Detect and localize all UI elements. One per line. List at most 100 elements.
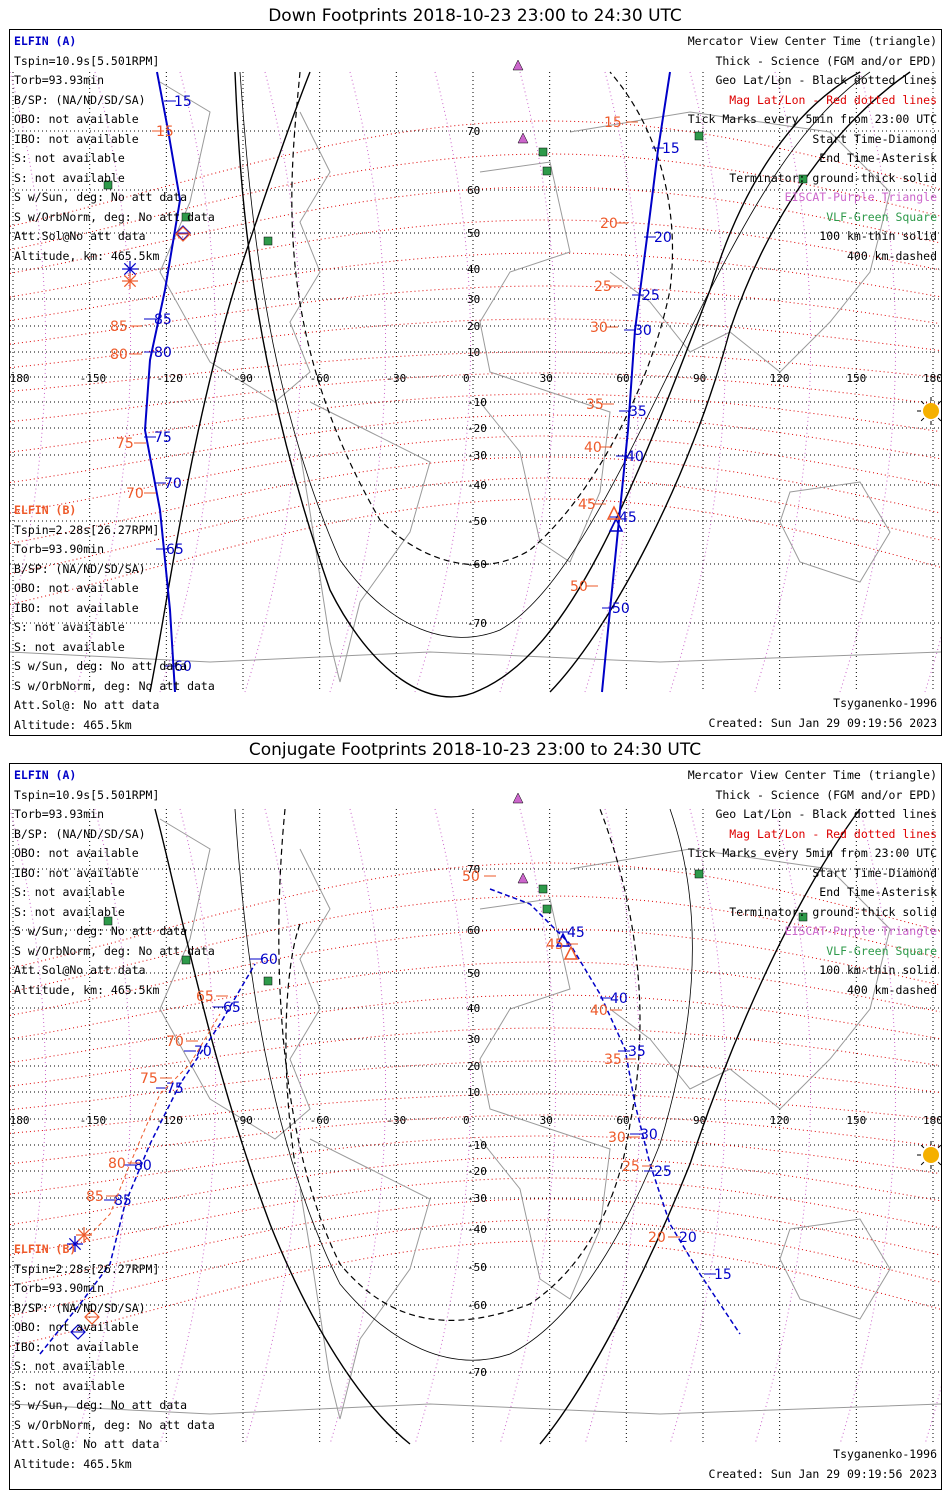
mag-meridian: [754, 71, 812, 693]
elfin-a-title: ELFIN (A): [14, 768, 77, 782]
elfin-b-line: Att.Sol@: No att data: [14, 1437, 160, 1451]
tick-label: 35: [604, 1052, 622, 1068]
elfin-b-line: S: not available: [14, 639, 125, 654]
mag-parallel: [10, 456, 941, 544]
map-legend: Mercator View Center Time (triangle) Thic…: [688, 32, 937, 266]
center-time-triangle: [563, 945, 579, 960]
tick-label: 70: [194, 1044, 212, 1060]
lon-label: 60: [616, 372, 629, 385]
tick-label: 15: [604, 115, 622, 131]
legend-item: EISCAT-Purple Triangle: [784, 924, 937, 938]
eiscat-triangle: [512, 792, 524, 804]
terminator-400km-inner: [285, 923, 301, 1165]
elfin-a-line: OBO: not available: [14, 112, 139, 126]
end-time-asterisk: [123, 262, 137, 276]
tick-label: 25: [654, 1164, 672, 1180]
mag-parallel: [10, 120, 941, 227]
lon-label: 150: [846, 1114, 866, 1127]
elfin-b-line: Att.Sol@: No att data: [14, 698, 160, 712]
elfin-a-line: S: not available: [14, 151, 125, 165]
elfin-b-line: Altitude: 465.5km: [14, 1456, 132, 1471]
elfin-b-line: S: not available: [14, 620, 125, 634]
tick-label: 15: [714, 1267, 732, 1283]
lon-label: -30: [386, 372, 406, 385]
lat-label: 30: [467, 293, 480, 306]
lon-label: 0: [463, 1114, 470, 1127]
mag-meridian: [499, 808, 557, 1445]
tick-label: 50: [570, 579, 588, 595]
elfin-b-line: S: not available: [14, 1359, 125, 1373]
legend-item: Mercator View Center Time (triangle): [687, 768, 937, 782]
tick-label: 15: [174, 94, 192, 110]
legend-item: Tick Marks every 5min from 23:00 UTC: [687, 846, 937, 860]
tick-label: 45: [619, 510, 637, 526]
tick-label: 70: [126, 486, 144, 502]
elfin-a-title: ELFIN (A): [14, 34, 77, 48]
elfin-a-line: Att.Sol@No att data: [14, 229, 146, 243]
sun-icon: [923, 403, 939, 419]
tick-label: 20: [648, 1230, 666, 1246]
mag-meridian: [669, 808, 727, 1445]
mag-meridian: [839, 808, 897, 1445]
legend-item: Terminator: ground-thick solid: [729, 170, 937, 185]
elfin-a-line: OBO: not available: [14, 846, 139, 860]
tick-label: 70: [164, 476, 182, 492]
mag-parallel: [10, 994, 941, 1063]
legend-item: Terminator: ground-thick solid: [729, 904, 937, 919]
legend-item: Thick - Science (FGM and/or EPD): [715, 53, 937, 68]
tick-label: 80: [154, 345, 172, 361]
legend-item: EISCAT-Purple Triangle: [784, 190, 937, 204]
tick-label: 80: [134, 1158, 152, 1174]
tick-label: 85: [154, 312, 172, 328]
terminator-400km: [278, 808, 641, 1321]
elfin-a-line: IBO: not available: [14, 131, 139, 146]
start-time-diamond: [175, 226, 191, 242]
center-time-triangle: [555, 932, 571, 947]
center-time-triangle: [606, 505, 622, 520]
terminator-ground-west: [149, 71, 311, 693]
lat-label: 70: [467, 863, 480, 876]
tick-label: 30: [608, 1130, 626, 1146]
elfin-a-track-north: [143, 71, 182, 693]
tick-label: 40: [590, 1003, 608, 1019]
elfin-a-line: S w/Sun, deg: No att data: [14, 924, 188, 938]
tick-label: 40: [626, 449, 644, 465]
terminator-ground: [154, 808, 411, 1445]
elfin-b-line: S: not available: [14, 1378, 125, 1393]
sun-ray: [937, 417, 941, 422]
tick-label: 35: [586, 397, 604, 413]
tick-label: 30: [634, 323, 652, 339]
mag-parallel: [10, 1156, 941, 1225]
mag-meridian: [584, 71, 642, 693]
elfin-a-line: S w/OrbNorm, deg: No att data: [14, 943, 215, 958]
tick-label: 60: [174, 659, 192, 675]
lat-label: -40: [467, 479, 487, 492]
vlf-square: [694, 869, 704, 879]
mag-meridian: [244, 71, 302, 693]
lon-label: 180: [923, 372, 941, 385]
vlf-square: [181, 955, 191, 965]
terminator-ground-east: [539, 808, 861, 1445]
lat-label: 60: [467, 924, 480, 937]
terminator-ground-east: [549, 71, 911, 693]
lat-label: -10: [467, 396, 487, 409]
map-legend: Mercator View Center Time (triangle) Thic…: [688, 766, 937, 1000]
elfin-b-line: S w/Sun, deg: No att data: [14, 659, 188, 673]
legend-item: Mag Lat/Lon - Red dotted lines: [729, 826, 937, 841]
eiscat-triangle: [517, 132, 529, 144]
elfin-b-info: ELFIN (B) Tspin=2.28s[26.27RPM] Torb=93.90…: [14, 1240, 215, 1474]
mag-parallel: [10, 393, 941, 453]
mag-parallel: [10, 1114, 941, 1165]
lat-label: 40: [467, 1002, 480, 1015]
conjugate-footprints-panel: -180 -150 -120 -90 -60 -30 0 30 60 90 120 150 180 70 6…: [9, 763, 942, 1490]
tick-label: 50: [612, 601, 630, 617]
legend-item: 400 km-dashed: [846, 248, 937, 263]
coastline: [479, 898, 611, 1300]
tick-label: 40: [610, 991, 628, 1007]
elfin-b-line: S w/Sun, deg: No att data: [14, 1398, 188, 1412]
coastline: [299, 401, 431, 683]
lat-label: -50: [467, 1261, 487, 1274]
legend-item: End Time-Asterisk: [819, 885, 937, 899]
mag-meridian: [244, 808, 302, 1445]
lat-label: 10: [467, 1086, 480, 1099]
